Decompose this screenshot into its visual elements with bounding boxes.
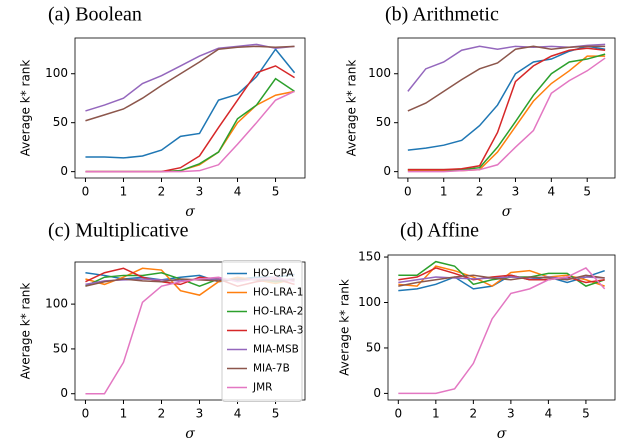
y-tick-label: 0: [383, 164, 391, 178]
axes-frame: [74, 37, 306, 179]
x-axis-label: σ: [497, 426, 507, 439]
x-tick-label: 2: [158, 185, 166, 199]
x-axis-label: σ: [185, 426, 195, 439]
axes-frame: [387, 254, 616, 401]
series-line: [85, 43, 295, 112]
y-axis-label: Average k* rank: [345, 60, 359, 157]
x-tick-label: 0: [394, 407, 402, 421]
x-tick-label: 2: [470, 407, 478, 421]
series-line: [85, 90, 295, 173]
axes-frame: [397, 37, 616, 179]
x-tick-label: 2: [158, 407, 166, 421]
x-tick-label: 3: [196, 185, 204, 199]
subplot-title: (c) Multiplicative: [48, 220, 189, 242]
x-tick-label: 3: [196, 407, 204, 421]
series-line: [398, 274, 605, 287]
x-tick-label: 4: [548, 185, 556, 199]
series-line: [407, 47, 606, 171]
y-tick-label: 50: [53, 341, 68, 355]
y-axis-label: Average k* rank: [338, 279, 352, 376]
x-tick-label: 4: [545, 407, 553, 421]
y-tick-label: 150: [358, 250, 381, 264]
series-line: [85, 45, 295, 122]
y-tick-label: 50: [53, 115, 68, 129]
y-tick-label: 50: [366, 340, 381, 354]
y-tick-label: 100: [45, 66, 68, 80]
series-line: [407, 45, 606, 112]
legend-label: MIA-7B: [253, 363, 290, 375]
x-tick-label: 4: [234, 185, 242, 199]
axes-frame: [74, 261, 306, 401]
x-axis-label: σ: [502, 204, 512, 220]
y-tick-label: 100: [358, 295, 381, 309]
legend-label: HO-CPA: [253, 268, 294, 280]
series-line: [407, 57, 606, 173]
x-tick-label: 5: [582, 407, 590, 421]
subplot-title: (d) Affine: [400, 220, 479, 242]
x-tick-label: 0: [404, 185, 412, 199]
legend-label: MIA-MSB: [253, 344, 299, 356]
x-axis-label: σ: [185, 204, 195, 220]
y-tick-label: 50: [376, 115, 391, 129]
series-line: [398, 269, 605, 292]
series-line: [407, 43, 606, 92]
x-tick-label: 5: [272, 185, 280, 199]
x-tick-label: 2: [476, 185, 484, 199]
y-tick-label: 0: [373, 386, 381, 400]
x-tick-label: 5: [583, 185, 591, 199]
series-line: [407, 55, 606, 172]
series-line: [407, 53, 606, 171]
y-tick-label: 0: [60, 386, 68, 400]
legend-box: [221, 260, 303, 402]
x-tick-label: 5: [272, 407, 280, 421]
subplot-title: (a) Boolean: [48, 4, 142, 26]
series-line: [85, 48, 296, 159]
x-tick-label: 0: [82, 407, 90, 421]
y-tick-label: 100: [368, 66, 391, 80]
subplot-title: (b) Arithmetic: [385, 4, 499, 26]
legend-label: JMR: [252, 382, 272, 394]
x-tick-label: 1: [432, 407, 440, 421]
series-line: [85, 65, 295, 173]
x-tick-label: 1: [120, 407, 128, 421]
series-line: [398, 267, 606, 395]
x-tick-label: 1: [120, 185, 128, 199]
y-tick-label: 100: [45, 297, 68, 311]
x-tick-label: 1: [440, 185, 448, 199]
x-tick-label: 0: [82, 185, 90, 199]
series-line: [85, 90, 295, 173]
y-axis-label: Average k* rank: [19, 60, 33, 157]
x-tick-label: 3: [507, 407, 515, 421]
legend-label: HO-LRA-3: [253, 325, 303, 337]
x-tick-label: 3: [512, 185, 520, 199]
y-axis-label: Average k* rank: [19, 283, 33, 380]
legend-label: HO-LRA-2: [253, 306, 303, 318]
x-tick-label: 4: [234, 407, 242, 421]
legend-label: HO-LRA-1: [253, 287, 303, 299]
y-tick-label: 0: [60, 164, 68, 178]
